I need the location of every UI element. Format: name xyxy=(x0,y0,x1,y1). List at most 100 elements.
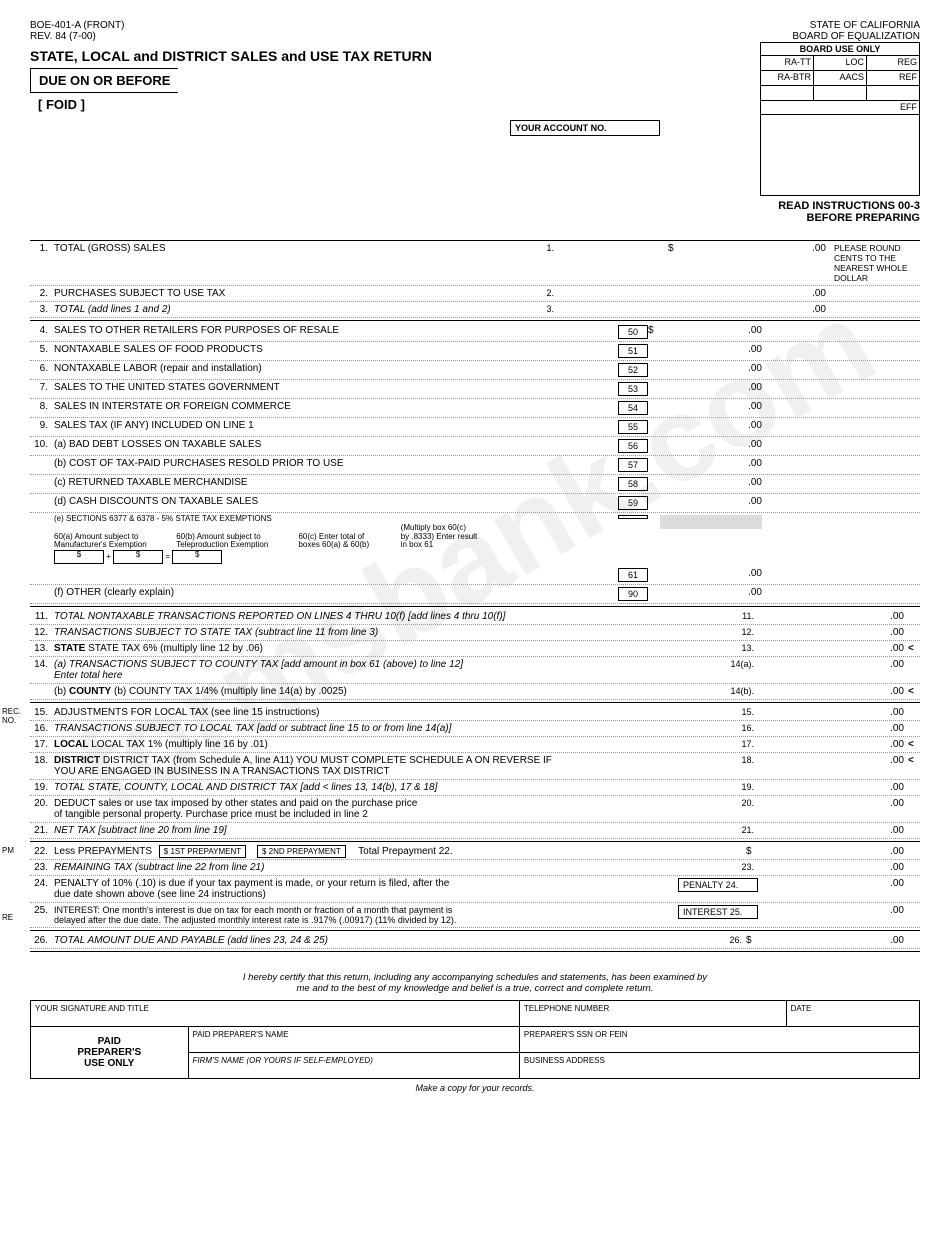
amt-16[interactable]: .00 xyxy=(758,723,908,734)
box-60b[interactable]: $ xyxy=(113,550,163,564)
signature-table: YOUR SIGNATURE AND TITLE TELEPHONE NUMBE… xyxy=(30,1000,920,1079)
amt-10f[interactable]: .00 xyxy=(660,587,770,598)
page: BOE-401-A (FRONT) REV. 84 (7-00) STATE, … xyxy=(30,20,920,1093)
certification: I hereby certify that this return, inclu… xyxy=(30,972,920,994)
interest-box: INTEREST 25. xyxy=(678,905,758,919)
amt-24[interactable]: .00 xyxy=(758,878,908,889)
amt-10a[interactable]: .00 xyxy=(660,439,770,450)
amt-12[interactable]: .00 xyxy=(758,627,908,638)
header: BOE-401-A (FRONT) REV. 84 (7-00) STATE, … xyxy=(30,20,920,224)
amt-22[interactable]: .00 xyxy=(758,846,908,857)
firm-name[interactable]: FIRM'S NAME (or yours if self-employed) xyxy=(193,1056,373,1065)
amt-20[interactable]: .00 xyxy=(758,798,908,809)
amt-7[interactable]: .00 xyxy=(660,382,770,393)
sig-label[interactable]: YOUR SIGNATURE AND TITLE xyxy=(35,1004,149,1013)
prepay-2[interactable]: $ 2ND PREPAYMENT xyxy=(257,845,346,858)
line-4: SALES TO OTHER RETAILERS FOR PURPOSES OF… xyxy=(54,325,614,336)
line-18: DISTRICT DISTRICT TAX (from Schedule A, … xyxy=(54,755,728,777)
line-10e: (e) SECTIONS 6377 & 6378 - 5% STATE TAX … xyxy=(54,515,614,564)
line-17: LOCAL LOCAL TAX 1% (multiply line 16 by … xyxy=(54,739,728,750)
amt-17[interactable]: .00 xyxy=(758,739,908,750)
line-2: PURCHASES SUBJECT TO USE TAX xyxy=(54,288,528,299)
amt-5[interactable]: .00 xyxy=(660,344,770,355)
box-60c[interactable]: $ xyxy=(172,550,222,564)
amt-19[interactable]: .00 xyxy=(758,782,908,793)
line-13: STATE STATE TAX 6% (multiply line 12 by … xyxy=(54,643,728,654)
line-12: TRANSACTIONS SUBJECT TO STATE TAX (subtr… xyxy=(54,627,728,638)
pm-marker: PM xyxy=(2,846,14,855)
due-label: DUE ON OR BEFORE xyxy=(30,68,178,93)
amt-9[interactable]: .00 xyxy=(660,420,770,431)
amt-4[interactable]: .00 xyxy=(660,325,770,336)
buo-aacs: AACS xyxy=(814,71,867,85)
buo-rabtr: RA-BTR xyxy=(761,71,814,85)
agency: BOARD OF EQUALIZATION xyxy=(760,31,920,42)
line-20: DEDUCT sales or use tax imposed by other… xyxy=(54,798,728,820)
rec-marker: REC.NO. xyxy=(2,707,21,725)
amt-3[interactable]: .00 xyxy=(680,304,830,315)
form-title: STATE, LOCAL and DISTRICT SALES and USE … xyxy=(30,48,432,64)
phone-label[interactable]: TELEPHONE NUMBER xyxy=(524,1004,609,1013)
prep-name[interactable]: PAID PREPARER'S NAME xyxy=(193,1030,289,1039)
penalty-box: PENALTY 24. xyxy=(678,878,758,892)
prep-ssn[interactable]: PREPARER'S SSN OR FEIN xyxy=(524,1030,628,1039)
buo-loc: LOC xyxy=(814,56,867,70)
amt-13[interactable]: .00 xyxy=(758,643,908,654)
amt-11[interactable]: .00 xyxy=(758,611,908,622)
footer-note: Make a copy for your records. xyxy=(30,1083,920,1093)
line-21: NET TAX [subtract line 20 from line 19] xyxy=(54,825,728,836)
state-line: STATE OF CALIFORNIA xyxy=(760,20,920,31)
line-5: NONTAXABLE SALES OF FOOD PRODUCTS xyxy=(54,344,614,355)
line-1: TOTAL (GROSS) SALES xyxy=(54,243,528,254)
box-60a[interactable]: $ xyxy=(54,550,104,564)
line-10a: (a) BAD DEBT LOSSES ON TAXABLE SALES xyxy=(54,439,614,450)
amt-15[interactable]: .00 xyxy=(758,707,908,718)
board-use-only: BOARD USE ONLY RA-TT LOC REG RA-BTR AACS… xyxy=(760,42,920,196)
buo-eff: EFF xyxy=(761,101,919,115)
line-26: TOTAL AMOUNT DUE AND PAYABLE (add lines … xyxy=(54,935,716,946)
line-8: SALES IN INTERSTATE OR FOREIGN COMMERCE xyxy=(54,401,614,412)
amt-21[interactable]: .00 xyxy=(758,825,908,836)
amt-10e[interactable]: .00 xyxy=(660,568,770,579)
prepay-1[interactable]: $ 1ST PREPAYMENT xyxy=(159,845,246,858)
buo-ref: REF xyxy=(867,71,919,85)
line-24: PENALTY of 10% (.10) is due if your tax … xyxy=(54,878,678,900)
date-label[interactable]: DATE xyxy=(791,1004,812,1013)
amt-10c[interactable]: .00 xyxy=(660,477,770,488)
line-10f: (f) OTHER (clearly explain) xyxy=(54,587,614,598)
amt-23[interactable]: .00 xyxy=(758,862,908,873)
line-14b: (b) COUNTY (b) COUNTY TAX 1/4% (multiply… xyxy=(54,686,728,697)
amt-25[interactable]: .00 xyxy=(758,905,908,916)
line-25: INTEREST: One month's interest is due on… xyxy=(54,905,678,925)
line-14a: (a) TRANSACTIONS SUBJECT TO COUNTY TAX [… xyxy=(54,659,728,681)
line-7: SALES TO THE UNITED STATES GOVERNMENT xyxy=(54,382,614,393)
account-no-box[interactable]: YOUR ACCOUNT NO. xyxy=(510,120,660,136)
line-3: TOTAL (add lines 1 and 2) xyxy=(54,304,528,315)
line-15: ADJUSTMENTS FOR LOCAL TAX (see line 15 i… xyxy=(54,707,728,718)
amt-10d[interactable]: .00 xyxy=(660,496,770,507)
amt-14a[interactable]: .00 xyxy=(758,659,908,670)
amt-1[interactable]: .00 xyxy=(680,243,830,254)
main-lines: 1.TOTAL (GROSS) SALES1.$.00PLEASE ROUND … xyxy=(30,240,920,952)
line-16: TRANSACTIONS SUBJECT TO LOCAL TAX [add o… xyxy=(54,723,728,734)
line-10c: (c) RETURNED TAXABLE MERCHANDISE xyxy=(54,477,614,488)
paid-preparer-hdr: PAID PREPARER'S USE ONLY xyxy=(31,1027,189,1079)
form-rev: REV. 84 (7-00) xyxy=(30,31,432,42)
amt-18[interactable]: .00 xyxy=(758,755,908,766)
bus-addr[interactable]: BUSINESS ADDRESS xyxy=(524,1056,605,1065)
amt-8[interactable]: .00 xyxy=(660,401,770,412)
buo-title: BOARD USE ONLY xyxy=(761,43,919,56)
line-19: TOTAL STATE, COUNTY, LOCAL AND DISTRICT … xyxy=(54,782,728,793)
buo-reg: REG xyxy=(867,56,919,70)
line-10d: (d) CASH DISCOUNTS ON TAXABLE SALES xyxy=(54,496,614,507)
line-11: TOTAL NONTAXABLE TRANSACTIONS REPORTED O… xyxy=(54,611,728,622)
line-6: NONTAXABLE LABOR (repair and installatio… xyxy=(54,363,614,374)
amt-10b[interactable]: .00 xyxy=(660,458,770,469)
amt-6[interactable]: .00 xyxy=(660,363,770,374)
amt-14b[interactable]: .00 xyxy=(758,686,908,697)
foid[interactable]: [ FOID ] xyxy=(30,95,93,114)
amt-26[interactable]: .00 xyxy=(758,935,908,946)
amt-2[interactable]: .00 xyxy=(680,288,830,299)
line-10b: (b) COST OF TAX-PAID PURCHASES RESOLD PR… xyxy=(54,458,614,469)
re-marker: RE xyxy=(2,913,13,922)
